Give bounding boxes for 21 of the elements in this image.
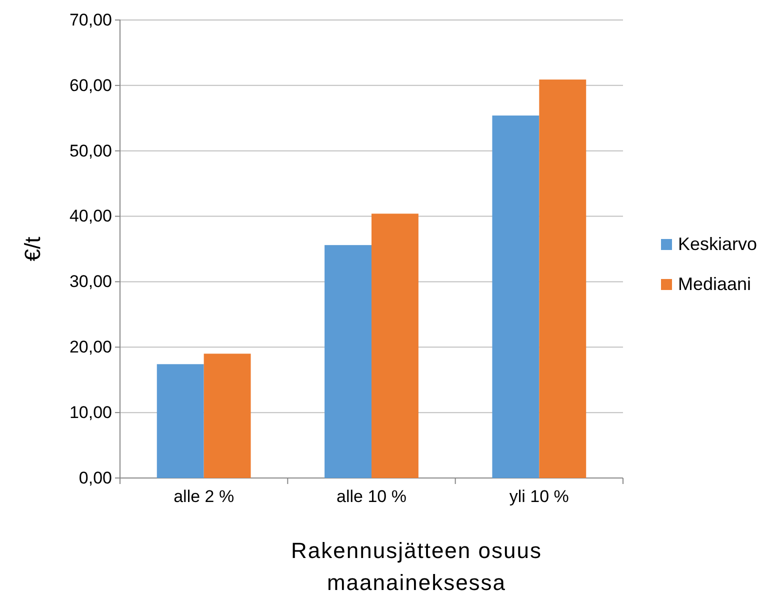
bar [204,354,251,478]
bar [492,116,540,478]
legend-label: Mediaani [678,274,752,294]
y-axis-title: €/t [20,236,45,262]
x-tick-label: alle 2 % [174,487,234,506]
x-tick-label: alle 10 % [336,487,406,506]
x-tick-label: yli 10 % [509,487,569,506]
bar [539,80,586,478]
y-tick-label: 10,00 [69,403,112,422]
y-tick-label: 30,00 [69,272,112,292]
y-tick-label: 20,00 [69,338,112,357]
y-tick-label: 60,00 [69,76,112,95]
y-tick-label: 40,00 [69,206,112,226]
y-tick-label: 70,00 [69,10,112,30]
bar [156,364,204,478]
y-tick-label: 50,00 [69,141,112,160]
y-tick-label: 0,00 [78,468,112,488]
bar [324,245,372,478]
bar [372,214,418,478]
legend-label: Keskiarvo [678,234,758,254]
x-axis-title: Rakennusjätteen osuus maanaineksessa [291,538,542,595]
